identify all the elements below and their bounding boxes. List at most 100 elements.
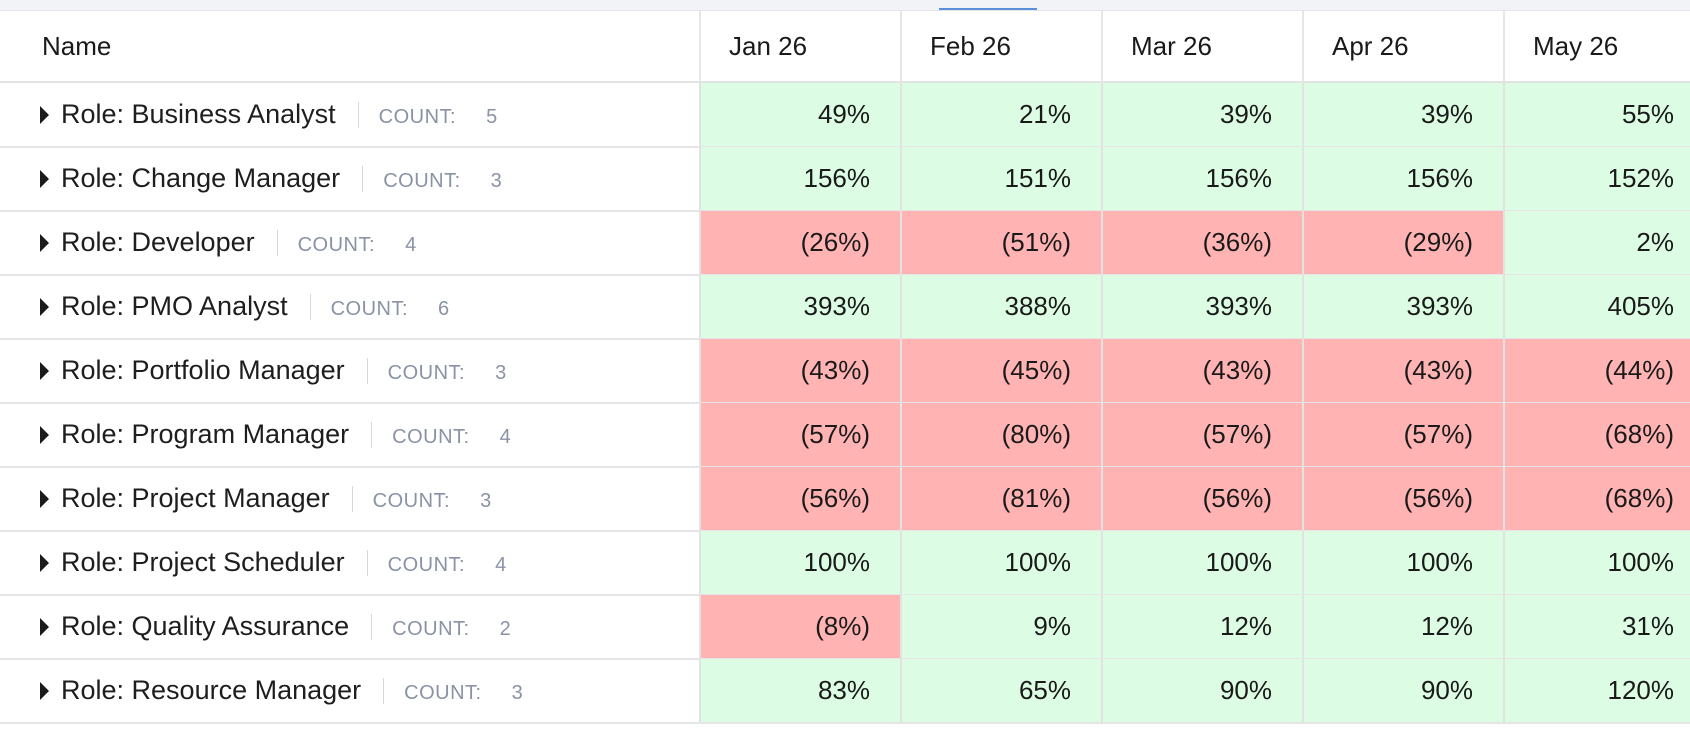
- expand-caret-icon[interactable]: [40, 233, 49, 252]
- separator: [351, 485, 353, 512]
- value-cell[interactable]: 49%: [699, 83, 900, 146]
- value-cell[interactable]: 156%: [1101, 147, 1302, 210]
- value-cell[interactable]: 100%: [1302, 531, 1503, 594]
- value-cell[interactable]: 21%: [900, 83, 1101, 146]
- value-cell[interactable]: (51%): [900, 211, 1101, 274]
- value-cell[interactable]: (56%): [1101, 467, 1302, 530]
- role-name-cell: Role: Program Manager COUNT: 4: [0, 403, 699, 466]
- expand-caret-icon[interactable]: [40, 105, 49, 124]
- column-header-apr[interactable]: Apr 26: [1302, 11, 1503, 81]
- role-label: Role: Developer: [61, 227, 255, 257]
- table-row[interactable]: Role: Developer COUNT: 4 (26%) (51%) (36%) (29…: [0, 211, 1690, 276]
- role-label: Role: Business Analyst: [61, 99, 336, 129]
- table-row[interactable]: Role: Quality Assurance COUNT: 2 (8%) 9% 12% 1…: [0, 595, 1690, 660]
- value-cell[interactable]: (29%): [1302, 211, 1503, 274]
- value-cell[interactable]: 12%: [1302, 595, 1503, 658]
- value-cell[interactable]: (68%): [1503, 403, 1690, 466]
- table-row[interactable]: Role: Business Analyst COUNT: 5 49% 21% 39% 39…: [0, 83, 1690, 148]
- role-name-cell: Role: Developer COUNT: 4: [0, 211, 699, 274]
- role-label: Role: PMO Analyst: [61, 291, 288, 321]
- value-cell[interactable]: 55%: [1503, 83, 1690, 146]
- expand-caret-icon[interactable]: [40, 297, 49, 316]
- expand-caret-icon[interactable]: [40, 361, 49, 380]
- value-cell[interactable]: (43%): [1302, 339, 1503, 402]
- expand-caret-icon[interactable]: [40, 169, 49, 188]
- value-cell[interactable]: 90%: [1101, 659, 1302, 722]
- value-cell[interactable]: 156%: [1302, 147, 1503, 210]
- value-cell[interactable]: 65%: [900, 659, 1101, 722]
- column-header-name[interactable]: Name: [42, 30, 112, 61]
- value-cell[interactable]: (57%): [1302, 403, 1503, 466]
- value-cell[interactable]: 156%: [699, 147, 900, 210]
- value-cell[interactable]: 388%: [900, 275, 1101, 338]
- value-cell[interactable]: 405%: [1503, 275, 1690, 338]
- value-cell[interactable]: (57%): [1101, 403, 1302, 466]
- top-strip: [0, 0, 1690, 11]
- expand-caret-icon[interactable]: [40, 489, 49, 508]
- expand-caret-icon[interactable]: [40, 425, 49, 444]
- separator: [309, 293, 311, 320]
- column-header-feb[interactable]: Feb 26: [900, 11, 1101, 81]
- count-value: 3: [490, 170, 502, 192]
- value-cell[interactable]: 100%: [1101, 531, 1302, 594]
- value-cell[interactable]: 393%: [699, 275, 900, 338]
- count-label: COUNT:: [330, 298, 409, 320]
- value-cell[interactable]: (80%): [900, 403, 1101, 466]
- value-cell[interactable]: 100%: [900, 531, 1101, 594]
- table-row[interactable]: Role: Project Scheduler COUNT: 4 100% 100% 10…: [0, 531, 1690, 596]
- active-column-indicator: [939, 8, 1037, 10]
- role-label: Role: Quality Assurance: [61, 611, 350, 641]
- separator: [371, 421, 373, 448]
- count-label: COUNT:: [392, 426, 470, 448]
- role-name-cell: Role: Resource Manager COUNT: 3: [0, 659, 699, 722]
- value-cell[interactable]: 100%: [1503, 531, 1690, 594]
- column-header-may[interactable]: May 26: [1503, 11, 1690, 81]
- value-cell[interactable]: 393%: [1101, 275, 1302, 338]
- table-row[interactable]: Role: PMO Analyst COUNT: 6 393% 388% 393% 393%…: [0, 275, 1690, 340]
- value-cell[interactable]: 9%: [900, 595, 1101, 658]
- separator: [276, 229, 278, 256]
- value-cell[interactable]: 151%: [900, 147, 1101, 210]
- value-cell[interactable]: 2%: [1503, 211, 1690, 274]
- count-label: COUNT:: [392, 618, 470, 640]
- value-cell[interactable]: (26%): [699, 211, 900, 274]
- separator: [366, 549, 368, 576]
- count-label: COUNT:: [387, 362, 466, 384]
- value-cell[interactable]: (45%): [900, 339, 1101, 402]
- value-cell[interactable]: (8%): [699, 595, 900, 658]
- count-value: 4: [499, 426, 511, 448]
- separator: [362, 165, 364, 192]
- value-cell[interactable]: (43%): [699, 339, 900, 402]
- table-row[interactable]: Role: Portfolio Manager COUNT: 3 (43%) (45%)…: [0, 339, 1690, 404]
- table-row[interactable]: Role: Project Manager COUNT: 3 (56%) (81%) (5…: [0, 467, 1690, 532]
- value-cell[interactable]: 393%: [1302, 275, 1503, 338]
- value-cell[interactable]: (44%): [1503, 339, 1690, 402]
- table-row[interactable]: Role: Program Manager COUNT: 4 (57%) (80%) (5…: [0, 403, 1690, 468]
- value-cell[interactable]: 90%: [1302, 659, 1503, 722]
- expand-caret-icon[interactable]: [40, 617, 49, 636]
- table-row[interactable]: Role: Change Manager COUNT: 3 156% 151% 156% 1…: [0, 147, 1690, 212]
- value-cell[interactable]: 12%: [1101, 595, 1302, 658]
- role-label: Role: Program Manager: [61, 419, 350, 449]
- value-cell[interactable]: (57%): [699, 403, 900, 466]
- column-header-jan[interactable]: Jan 26: [699, 11, 900, 81]
- table-row[interactable]: Role: Resource Manager COUNT: 3 83% 65% 90% 90…: [0, 659, 1690, 724]
- value-cell[interactable]: 39%: [1101, 83, 1302, 146]
- role-name-cell: Role: Business Analyst COUNT: 5: [0, 83, 699, 146]
- value-cell[interactable]: 83%: [699, 659, 900, 722]
- value-cell[interactable]: (43%): [1101, 339, 1302, 402]
- value-cell[interactable]: (81%): [900, 467, 1101, 530]
- value-cell[interactable]: (68%): [1503, 467, 1690, 530]
- value-cell[interactable]: (36%): [1101, 211, 1302, 274]
- expand-caret-icon[interactable]: [40, 553, 49, 572]
- value-cell[interactable]: 120%: [1503, 659, 1690, 722]
- column-header-mar[interactable]: Mar 26: [1101, 11, 1302, 81]
- value-cell[interactable]: 100%: [699, 531, 900, 594]
- expand-caret-icon[interactable]: [40, 681, 49, 700]
- value-cell[interactable]: 39%: [1302, 83, 1503, 146]
- count-value: 6: [438, 298, 450, 320]
- value-cell[interactable]: (56%): [699, 467, 900, 530]
- value-cell[interactable]: 31%: [1503, 595, 1690, 658]
- value-cell[interactable]: (56%): [1302, 467, 1503, 530]
- value-cell[interactable]: 152%: [1503, 147, 1690, 210]
